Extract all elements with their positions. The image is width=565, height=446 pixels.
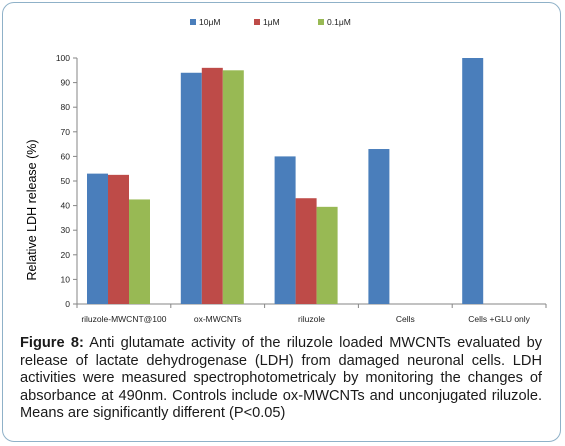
bar	[180, 72, 202, 304]
legend-label: 0.1μM	[327, 17, 351, 27]
y-axis-title: Relative LDH release (%)	[25, 139, 39, 280]
bar	[316, 206, 338, 304]
legend-swatch	[318, 19, 324, 25]
y-tick-label: 30	[61, 225, 71, 235]
x-tick-label: ox-MWCNTs	[194, 314, 242, 324]
y-tick-label: 60	[61, 151, 71, 161]
bar	[274, 156, 296, 304]
x-tick-label: riluzole-MWCNT@100	[81, 314, 166, 324]
x-tick-label: riluzole	[298, 314, 325, 324]
bar	[87, 173, 108, 304]
y-tick-label: 100	[56, 53, 70, 63]
y-tick-label: 20	[61, 250, 71, 260]
y-tick-label: 40	[61, 201, 71, 211]
bar	[295, 198, 317, 304]
y-tick-label: 70	[61, 127, 71, 137]
x-tick-label: Cells +GLU only	[468, 314, 530, 324]
figure-caption: Figure 8: Anti glutamate activity of the…	[20, 335, 542, 423]
y-tick-label: 80	[61, 102, 71, 112]
y-tick-label: 0	[65, 299, 70, 309]
y-tick-label: 90	[61, 78, 71, 88]
ldh-release-bar-chart: 0 10 20 30 40 50 60 70 80 90 100 Relative LDH relea…	[25, 17, 547, 324]
bar	[129, 199, 150, 304]
legend-label: 1μM	[263, 17, 280, 27]
bar	[108, 174, 129, 304]
legend-label: 10μM	[199, 17, 220, 27]
caption-text: Anti glutamate activity of the riluzole …	[20, 335, 543, 421]
x-tick-label: Cells	[396, 314, 415, 324]
legend-swatch	[190, 19, 196, 25]
figure-label: Figure 8:	[20, 335, 84, 351]
bar	[201, 67, 223, 304]
bar	[368, 149, 390, 304]
y-tick-label: 10	[61, 274, 71, 284]
y-tick-label: 50	[61, 176, 71, 186]
bar	[462, 58, 484, 304]
legend-swatch	[254, 19, 260, 25]
bar	[222, 70, 244, 304]
